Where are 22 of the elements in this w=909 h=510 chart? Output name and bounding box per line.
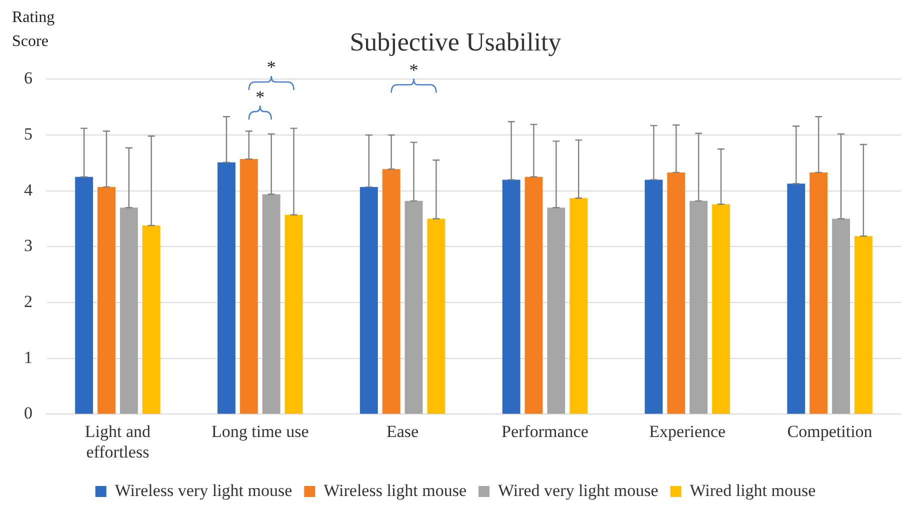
y-tick-label: 3 [24,236,32,256]
annotation: * [409,60,418,81]
y-tick-label: 0 [24,404,32,423]
x-tick-label: Light and effortless [84,422,152,462]
y-tick-label: 2 [24,292,32,311]
legend-label: Wired light mouse [690,480,816,500]
y-axis-title: Rating Score [12,9,55,50]
y-tick-label: 4 [24,180,33,200]
x-tick-label: Competition [787,422,873,441]
annotation: * [256,86,265,108]
x-tick-label: Long time use [211,422,309,441]
y-tick-label: 6 [24,68,32,88]
x-tick-label: Performance [502,422,588,441]
legend-label: Wireless very light mouse [114,480,292,500]
y-tick-label: 5 [24,124,32,144]
chart-title: Subjective Usability [350,27,562,56]
x-tick-label: Ease [386,422,419,441]
legend-label: Wired very light mouse [498,480,658,500]
legend-label: Wireless light mouse [324,480,467,500]
text: * [266,56,276,78]
y-tick-label: 1 [24,348,32,367]
x-tick-label: Experience [649,422,726,441]
